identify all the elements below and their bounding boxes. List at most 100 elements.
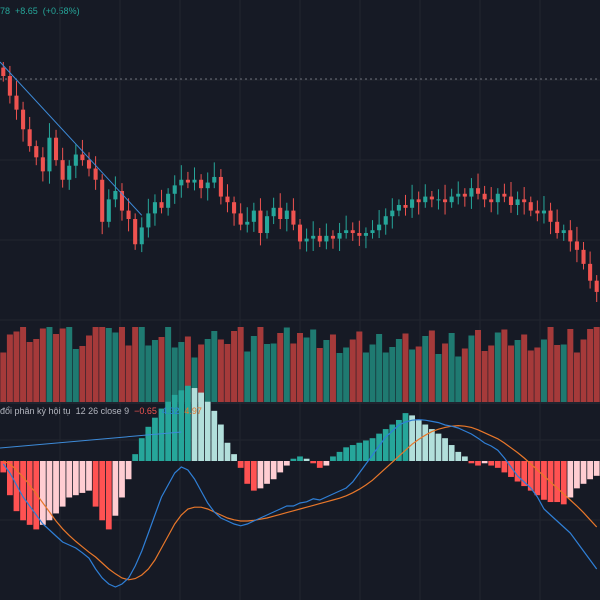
- macd-histogram-bar: [224, 442, 231, 461]
- candle-body: [456, 193, 461, 197]
- candle-body: [390, 210, 395, 217]
- volume-bar: [66, 327, 73, 402]
- macd-histogram-bar: [587, 461, 594, 480]
- macd-histogram-bar: [26, 461, 33, 525]
- volume-bar: [547, 327, 554, 402]
- volume-bar: [33, 339, 40, 402]
- candle-body: [106, 199, 111, 222]
- candle-body: [7, 76, 12, 96]
- candle-body: [363, 233, 368, 236]
- volume-bar: [6, 334, 13, 402]
- macd-histogram-bar: [330, 456, 336, 461]
- macd-signal-value: 4.97: [184, 406, 202, 416]
- macd-histogram-bar: [217, 424, 224, 461]
- candle-body: [126, 210, 131, 220]
- macd-histogram-bar: [382, 429, 389, 461]
- candle-body: [344, 230, 349, 234]
- macd-histogram-bar: [349, 445, 356, 461]
- volume-bar: [593, 327, 600, 402]
- macd-histogram-bar: [580, 461, 587, 484]
- candle-body: [469, 188, 474, 197]
- candle-body: [383, 216, 388, 225]
- volume-bar: [567, 329, 574, 402]
- candle-body: [218, 176, 223, 197]
- volume-bar: [488, 345, 495, 402]
- candle-body: [60, 160, 65, 180]
- volume-bar: [310, 329, 317, 402]
- volume-bar: [303, 337, 310, 402]
- volume-bar: [118, 327, 125, 402]
- macd-histogram-bar: [198, 392, 204, 461]
- macd-params: 12 26 close 9: [75, 406, 130, 416]
- volume-bar: [290, 343, 297, 402]
- candle-body: [67, 165, 72, 180]
- candle-body: [311, 235, 316, 239]
- candle-body: [297, 224, 303, 242]
- candle-body: [588, 263, 593, 281]
- candle-body: [238, 213, 243, 225]
- macd-histogram-bar: [231, 454, 237, 461]
- volume-bar: [376, 334, 383, 402]
- candle-body: [199, 179, 204, 189]
- macd-histogram-bar: [343, 447, 350, 461]
- candle-body: [489, 199, 494, 203]
- volume-bar: [349, 339, 356, 402]
- macd-histogram-bar: [185, 385, 191, 461]
- macd-histogram-bar: [244, 461, 251, 484]
- candle-body: [166, 193, 171, 208]
- candle-body: [100, 179, 105, 222]
- macd-histogram-bar: [270, 461, 277, 480]
- macd-histogram-bar: [112, 461, 119, 516]
- macd-histogram-bar: [501, 461, 508, 473]
- candle-body: [541, 210, 546, 214]
- macd-histogram-bar: [514, 461, 521, 482]
- candle-body: [377, 224, 382, 231]
- macd-histogram-bar: [132, 454, 139, 461]
- volume-bar: [204, 339, 211, 402]
- volume-bar: [184, 336, 191, 402]
- macd-histogram-bar: [488, 461, 495, 466]
- candle-body: [495, 193, 500, 203]
- candle-body: [581, 249, 586, 264]
- candle-body: [403, 204, 408, 208]
- volume-bar: [92, 327, 99, 402]
- macd-histogram-bar: [593, 461, 600, 476]
- candle-body: [528, 202, 533, 211]
- volume-bar: [105, 328, 112, 402]
- macd-histogram-bar: [277, 461, 284, 473]
- price-prefix: 78: [0, 6, 11, 16]
- macd-histogram-bar: [119, 461, 125, 498]
- candle-body: [113, 190, 118, 200]
- volume-bar: [0, 352, 7, 402]
- candle-body: [429, 196, 434, 200]
- macd-histogram-bar: [105, 461, 112, 530]
- macd-histogram-bar: [455, 451, 462, 461]
- candle-body: [396, 204, 401, 211]
- macd-histogram-bar: [527, 461, 534, 491]
- candle-body: [568, 230, 573, 242]
- volume-bar: [343, 347, 350, 402]
- macd-histogram-bar: [211, 410, 218, 461]
- candle-body: [232, 202, 237, 214]
- volume-bar: [26, 342, 33, 402]
- candle-body: [93, 168, 98, 180]
- volume-bar: [20, 327, 27, 402]
- macd-histogram-bar: [237, 461, 244, 468]
- macd-histogram-bar: [72, 461, 79, 496]
- candle-body: [86, 160, 92, 169]
- candle-body: [304, 238, 309, 242]
- candle-body: [284, 210, 289, 220]
- macd-histogram-bar: [303, 458, 310, 461]
- candle-body: [146, 213, 151, 228]
- macd-histogram-bar: [264, 461, 270, 484]
- volume-bar: [573, 352, 580, 402]
- candle-body: [119, 190, 125, 211]
- volume-bar: [211, 331, 218, 402]
- volume-bar: [191, 357, 198, 402]
- volume-bar: [580, 339, 587, 402]
- candle-body: [462, 193, 467, 197]
- macd-title: đổi phân kỳ hội tụ: [0, 406, 71, 416]
- volume-bar: [468, 335, 475, 402]
- price-trendline: [0, 61, 143, 216]
